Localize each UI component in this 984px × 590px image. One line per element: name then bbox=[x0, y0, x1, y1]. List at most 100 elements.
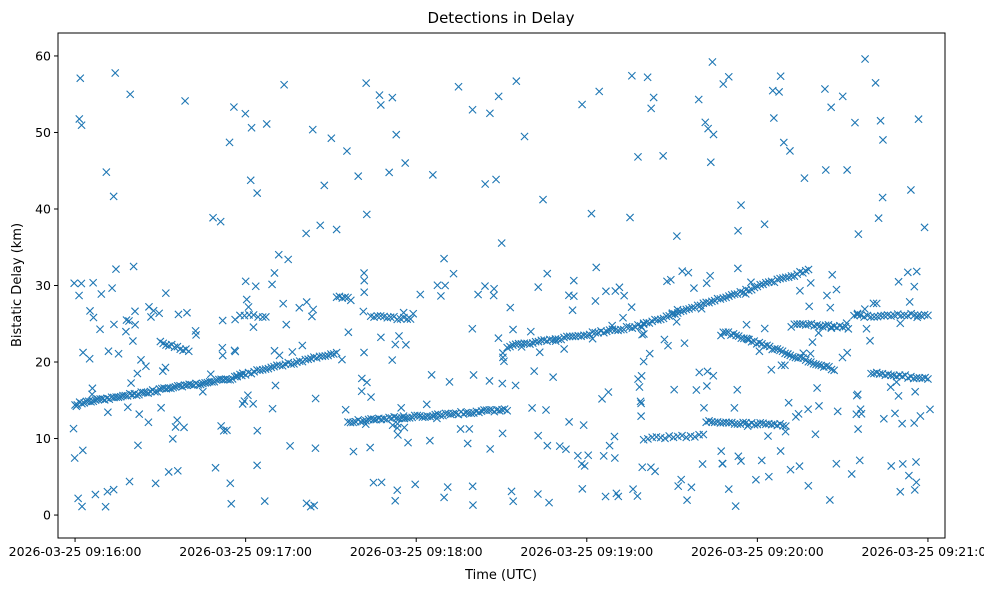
data-point bbox=[777, 361, 786, 370]
data-point bbox=[813, 384, 822, 392]
data-point bbox=[853, 309, 862, 318]
data-point bbox=[565, 417, 574, 426]
data-point bbox=[135, 410, 144, 419]
data-point bbox=[361, 420, 370, 429]
data-point bbox=[446, 410, 455, 419]
data-point bbox=[716, 295, 725, 303]
data-point bbox=[249, 323, 258, 332]
data-point bbox=[530, 367, 539, 376]
data-point bbox=[706, 271, 715, 280]
data-point bbox=[767, 277, 776, 286]
data-point bbox=[733, 264, 742, 273]
data-point bbox=[573, 451, 582, 460]
data-point bbox=[643, 434, 652, 443]
data-point bbox=[109, 320, 118, 329]
data-point bbox=[627, 303, 636, 312]
data-point bbox=[702, 279, 711, 288]
data-point bbox=[211, 463, 220, 472]
data-point bbox=[699, 430, 708, 439]
data-point bbox=[393, 315, 402, 324]
data-point bbox=[605, 441, 614, 450]
data-point bbox=[582, 331, 591, 340]
data-point bbox=[704, 124, 713, 133]
data-point bbox=[779, 138, 788, 147]
data-point bbox=[465, 424, 474, 433]
data-point bbox=[736, 456, 745, 465]
data-point bbox=[610, 432, 619, 441]
data-point bbox=[366, 443, 375, 452]
data-point bbox=[251, 282, 260, 291]
data-point bbox=[155, 309, 164, 318]
data-point bbox=[788, 352, 797, 361]
data-point bbox=[821, 166, 830, 174]
data-point bbox=[730, 420, 739, 428]
data-point bbox=[887, 461, 896, 470]
data-point bbox=[91, 396, 100, 405]
data-point bbox=[856, 405, 865, 414]
data-point bbox=[634, 375, 643, 384]
data-point bbox=[166, 384, 175, 393]
x-tick-label: 2026-03-25 09:21:00 bbox=[862, 544, 984, 559]
data-point bbox=[719, 294, 728, 303]
data-point bbox=[432, 414, 441, 423]
data-point bbox=[485, 406, 494, 414]
data-point bbox=[394, 331, 403, 340]
data-point bbox=[89, 313, 98, 322]
data-point bbox=[360, 269, 369, 278]
data-point bbox=[764, 432, 772, 441]
data-point bbox=[440, 493, 449, 502]
data-point bbox=[520, 132, 529, 141]
data-point bbox=[670, 385, 679, 394]
data-point bbox=[721, 328, 730, 337]
plot-area-frame bbox=[57, 32, 946, 539]
data-point bbox=[302, 229, 311, 238]
data-point bbox=[914, 115, 923, 124]
data-point bbox=[494, 92, 503, 101]
data-point bbox=[545, 498, 554, 507]
data-point bbox=[468, 482, 477, 491]
data-point bbox=[791, 412, 800, 421]
data-point bbox=[827, 103, 836, 112]
data-point bbox=[814, 360, 823, 369]
data-point bbox=[89, 397, 98, 406]
data-point bbox=[88, 384, 97, 393]
data-point bbox=[509, 325, 518, 334]
data-point bbox=[359, 307, 368, 316]
data-point bbox=[474, 408, 483, 417]
data-point bbox=[757, 456, 766, 465]
data-point bbox=[770, 344, 779, 353]
data-point bbox=[591, 297, 600, 306]
data-point bbox=[561, 445, 570, 454]
data-point bbox=[426, 412, 435, 421]
data-point bbox=[428, 170, 437, 179]
data-point bbox=[804, 481, 813, 490]
data-point bbox=[164, 467, 173, 476]
data-point bbox=[125, 316, 133, 325]
data-point bbox=[628, 324, 637, 333]
data-point bbox=[784, 398, 793, 407]
data-point bbox=[151, 479, 160, 488]
y-tick-label: 60 bbox=[35, 48, 51, 63]
data-point bbox=[489, 291, 498, 300]
data-point bbox=[406, 315, 415, 324]
data-point bbox=[577, 459, 586, 468]
x-tick-label: 2026-03-25 09:19:00 bbox=[520, 544, 653, 559]
y-axis-ticks: 0 10 20 30 40 50 60 bbox=[35, 48, 58, 523]
data-point bbox=[133, 369, 142, 378]
data-point bbox=[243, 391, 252, 400]
data-point bbox=[390, 412, 399, 421]
data-point bbox=[551, 337, 560, 346]
data-point bbox=[869, 299, 878, 308]
data-point bbox=[86, 306, 94, 315]
data-point bbox=[216, 217, 225, 226]
data-point bbox=[75, 114, 84, 123]
data-point bbox=[635, 382, 644, 391]
data-point bbox=[842, 319, 851, 328]
data-point bbox=[225, 138, 234, 147]
data-point bbox=[806, 278, 815, 287]
data-point bbox=[219, 426, 228, 435]
data-point bbox=[341, 293, 350, 302]
data-point bbox=[906, 185, 915, 194]
data-point bbox=[375, 91, 384, 100]
data-point bbox=[750, 283, 759, 292]
